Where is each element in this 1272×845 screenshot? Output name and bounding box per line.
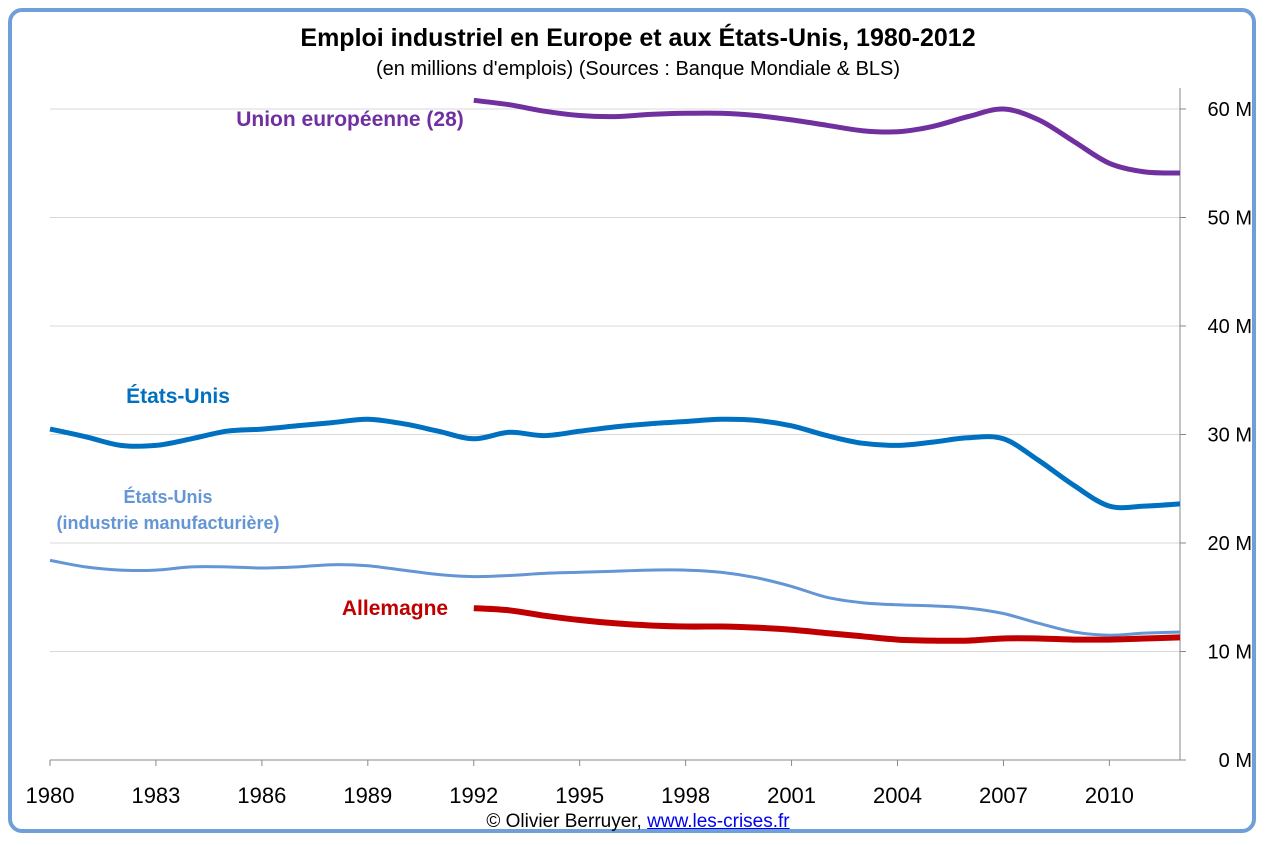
series-line [473, 97, 1181, 176]
x-tick-label: 1986 [237, 783, 286, 808]
footer-link[interactable]: www.les-crises.fr [647, 811, 790, 832]
x-tick-label: 2010 [1085, 783, 1134, 808]
x-tick-label: 1995 [555, 783, 604, 808]
series-lines [49, 97, 1181, 644]
series-label: États-Unis [123, 486, 212, 507]
chart-frame [8, 8, 1256, 833]
x-tick-label: 2007 [979, 783, 1028, 808]
x-tick-label: 1983 [131, 783, 180, 808]
x-tick-label: 1998 [661, 783, 710, 808]
series-label: Allemagne [342, 597, 448, 620]
series-label: Union européenne (28) [236, 108, 464, 131]
chart-title: Emploi industriel en Europe et aux États… [300, 24, 976, 52]
y-tick-label: 0 M [1219, 750, 1252, 772]
series-labels: Union européenne (28) États-Unis États-Uni… [56, 108, 463, 620]
x-tick-label: 2001 [767, 783, 816, 808]
axes: 0 M 10 M 20 M 30 M 40 M 50 M 60 M 1980 1983 1986 1… [26, 88, 1252, 808]
x-tick-label: 1980 [26, 783, 75, 808]
y-tick-label: 60 M [1208, 99, 1252, 121]
x-tick-label: 1989 [343, 783, 392, 808]
x-tick-label: 2004 [873, 783, 922, 808]
y-tick-label: 40 M [1208, 316, 1252, 338]
x-tick-label: 1992 [449, 783, 498, 808]
footer-author: © Olivier Berruyer, [486, 811, 642, 832]
series-line [473, 605, 1181, 644]
chart-footer: © Olivier Berruyer, www.les-crises.fr [0, 811, 1272, 833]
y-tick-label: 30 M [1208, 425, 1252, 447]
series-label: (industrie manufacturière) [56, 513, 279, 533]
series-label: États-Unis [126, 385, 230, 408]
series-line [49, 558, 1181, 637]
y-tick-label: 10 M [1208, 642, 1252, 664]
chart-subtitle: (en millions d'emplois) (Sources : Banqu… [375, 58, 901, 80]
series-line [49, 416, 1181, 511]
y-tick-label: 20 M [1208, 533, 1252, 555]
y-tick-label: 50 M [1208, 208, 1252, 230]
